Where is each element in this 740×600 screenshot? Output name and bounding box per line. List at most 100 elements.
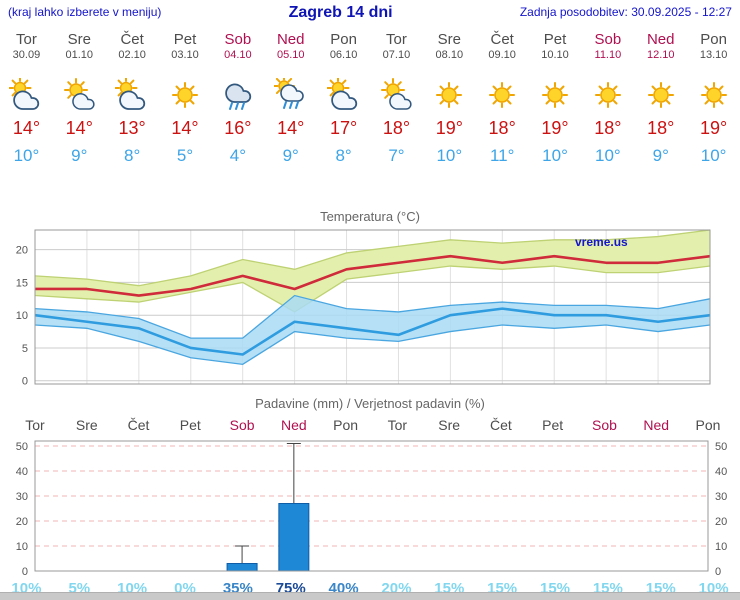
- forecast-day: Čet 02.10 13° 8°: [106, 27, 159, 165]
- chart-frame: [34, 229, 711, 385]
- day-high-temp: 18°: [382, 118, 411, 138]
- weather-icon: [0, 78, 53, 112]
- precip-day-label: Čet: [490, 417, 512, 433]
- precip-day-label: Sob: [229, 417, 255, 433]
- precip-day-labels: Tor Sre Čet Pet Sob Ned Pon Tor Sre Čet Pet Sob Ned P…: [0, 415, 740, 435]
- day-high-temp: 16°: [224, 118, 252, 138]
- weather-icon: [529, 78, 582, 112]
- min-temp-range-edge: [34, 324, 711, 366]
- day-date: 08.10: [435, 49, 464, 61]
- forecast-day: Pet 10.10 19° 10°: [529, 27, 582, 165]
- location-menu-note: (kraj lahko izberete v meniju): [8, 5, 162, 19]
- forecast-day: Tor 07.10 18° 7°: [370, 27, 423, 165]
- sunny-icon: [700, 82, 727, 108]
- day-name: Čet: [120, 31, 144, 48]
- sunny-icon: [542, 82, 569, 108]
- day-name: Pon: [330, 31, 357, 48]
- weather-icon: [53, 78, 106, 112]
- max-temp-range-edge: [34, 229, 711, 287]
- precip-day-label: Tor: [25, 417, 45, 433]
- weather-icon: [634, 78, 687, 112]
- day-high-temp: 18°: [488, 118, 516, 138]
- day-high-temp: 19°: [435, 118, 463, 138]
- weather-icon: [476, 78, 529, 112]
- y-axis-tick-label: 5: [22, 343, 28, 355]
- day-low-temp: 10°: [436, 146, 463, 165]
- weather-icon: [370, 78, 423, 112]
- sunny-icon: [647, 82, 674, 108]
- horizontal-scrollbar[interactable]: [0, 592, 740, 600]
- y-axis-tick-label-right: 40: [715, 466, 727, 478]
- day-low-temp: 8°: [124, 146, 141, 165]
- y-axis-tick-label: 20: [16, 245, 28, 257]
- day-low-temp: 4°: [229, 146, 246, 165]
- y-axis-tick-label-left: 20: [16, 516, 28, 528]
- day-name: Sre: [437, 31, 461, 48]
- max-temp-line: [35, 254, 711, 297]
- min-temp-line: [34, 307, 711, 356]
- forecast-day: Ned 05.10 14° 9°: [264, 27, 317, 165]
- rain-icon: [225, 83, 251, 110]
- precip-chart: 0 0 10 10 20 20 30 30 40 40 50 50: [16, 440, 727, 578]
- day-date: 11.10: [594, 49, 622, 61]
- weather-icon: [106, 78, 159, 112]
- day-date: 05.10: [276, 49, 305, 61]
- sunny-icon: [489, 82, 516, 108]
- precip-chart-title: Padavine (mm) / Verjetnost padavin (%): [255, 396, 485, 411]
- weather-icon: [581, 78, 634, 112]
- day-name: Sob: [594, 31, 622, 48]
- sunny-icon: [172, 82, 198, 108]
- precip-day-label: Ned: [643, 417, 670, 433]
- sun-showers-icon: [273, 78, 304, 109]
- day-date: 03.10: [171, 49, 199, 61]
- precip-day-label: Pon: [695, 417, 721, 433]
- forecast-day: Sob 04.10 16° 4°: [211, 27, 264, 165]
- precip-day-label: Čet: [127, 417, 150, 433]
- day-low-temp: 10°: [13, 146, 40, 165]
- forecast-strip: Tor 30.09 14° 10° Sre 01.10 14° 9° Čet 0…: [0, 27, 740, 165]
- min-temp-range-edge: [34, 294, 711, 339]
- day-high-temp: 17°: [329, 118, 358, 138]
- y-axis-tick-label: 10: [16, 310, 28, 322]
- precip-day-label: Sre: [438, 417, 461, 433]
- y-axis-tick-label: 15: [16, 277, 28, 289]
- max-temp-range-edge: [34, 265, 711, 313]
- precip-day-label: Ned: [281, 417, 307, 433]
- day-date: 13.10: [699, 49, 728, 61]
- day-high-temp: 13°: [118, 118, 146, 138]
- day-low-temp: 9°: [652, 146, 669, 165]
- day-high-temp: 19°: [541, 118, 569, 138]
- y-axis-tick-label-right: 20: [715, 516, 727, 528]
- day-low-temp: 10°: [542, 146, 568, 165]
- page-title: Zagreb 14 dni: [288, 4, 393, 21]
- day-high-temp: 19°: [699, 118, 728, 138]
- day-low-temp: 7°: [388, 146, 405, 165]
- y-axis-tick-label: 0: [22, 376, 28, 388]
- day-high-temp: 14°: [65, 118, 93, 138]
- forecast-day: Pon 13.10 19° 10°: [687, 27, 740, 165]
- partly-cloudy-icon: [381, 78, 412, 110]
- day-high-temp: 18°: [647, 118, 675, 138]
- y-axis-tick-label-right: 10: [715, 541, 727, 553]
- partly-cloudy-icon: [64, 78, 95, 110]
- precip-day-label: Pon: [333, 417, 359, 433]
- day-name: Pet: [173, 31, 197, 48]
- y-axis-tick-label-left: 0: [22, 566, 28, 578]
- forecast-day: Čet 09.10 18° 11°: [476, 27, 529, 165]
- day-low-temp: 10°: [595, 146, 621, 165]
- forecast-day: Tor 30.09 14° 10°: [0, 27, 53, 165]
- precip-day-label: Sob: [591, 417, 617, 433]
- watermark: vreme.us: [575, 235, 628, 249]
- day-low-temp: 9°: [71, 146, 88, 165]
- day-name: Pet: [543, 31, 567, 48]
- day-low-temp: 5°: [176, 146, 194, 165]
- weather-icon: [317, 78, 370, 112]
- mostly-cloudy-icon: [9, 78, 40, 110]
- day-name: Pon: [700, 31, 727, 48]
- day-name: Tor: [386, 31, 407, 48]
- forecast-day: Sre 01.10 14° 9°: [53, 27, 106, 165]
- precip-day-label: Tor: [387, 417, 408, 433]
- temperature-chart: 0 5 10 15 20 vreme.us: [16, 229, 711, 388]
- day-name: Ned: [276, 31, 305, 48]
- day-date: 06.10: [329, 49, 358, 61]
